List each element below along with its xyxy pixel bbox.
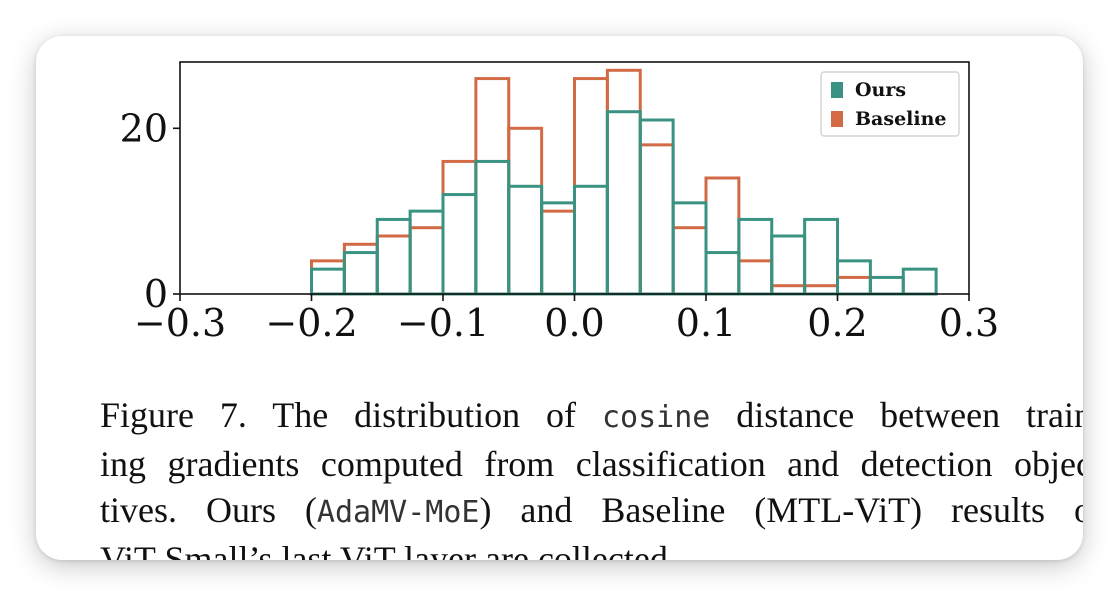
bar-baseline xyxy=(704,176,741,296)
legend-swatch-ours xyxy=(831,82,843,98)
x-tick-label: −0.3 xyxy=(134,301,226,345)
bar-ours xyxy=(474,159,511,296)
caption-line-4: ViT-Small’s last ViT layer are collected… xyxy=(100,539,677,560)
bar-ours xyxy=(803,217,839,296)
bar-baseline xyxy=(540,209,576,296)
bar-ours xyxy=(737,217,774,296)
caption-text: ) and Baseline (MTL-ViT) results of xyxy=(479,490,1083,530)
y-tick-label: 0 xyxy=(144,272,168,316)
x-tick-label: 0.0 xyxy=(544,301,604,345)
bar-ours xyxy=(441,193,478,296)
bar-baseline xyxy=(474,77,511,296)
y-tick-label: 20 xyxy=(120,106,168,150)
caption-text: tives. Ours ( xyxy=(100,490,317,530)
bar-ours xyxy=(605,110,642,296)
caption-line-2: ing gradients computed from classificati… xyxy=(100,444,1083,484)
bar-baseline xyxy=(671,226,708,296)
x-tick-label: −0.2 xyxy=(265,301,357,345)
bar-baseline xyxy=(638,143,675,296)
bar-baseline xyxy=(737,259,774,296)
bar-baseline xyxy=(375,234,412,296)
histogram-chart: −0.3 −0.2 −0.1 0.0 0.1 0.2 0.3 0 20 Ours Baseline xyxy=(120,61,999,345)
bar-ours xyxy=(573,184,609,296)
caption-code: AdaMV-MoE xyxy=(316,495,480,530)
legend-label-baseline: Baseline xyxy=(855,108,947,130)
x-tick-label: 0.2 xyxy=(807,301,867,345)
bar-ours xyxy=(868,275,905,296)
legend-label-ours: Ours xyxy=(855,79,906,101)
bar-baseline xyxy=(441,159,478,296)
caption-text: Figure 7. The distribution of xyxy=(100,395,602,435)
caption-line-3: tives. Ours (AdaMV-MoE) and Baseline (MT… xyxy=(100,487,1083,536)
bar-ours xyxy=(408,209,445,296)
bar-baseline xyxy=(507,126,544,296)
figure-caption: Figure 7. The distribution of cosine dis… xyxy=(100,392,1083,560)
bar-ours xyxy=(671,201,708,296)
bar-ours xyxy=(704,251,741,296)
figure-card: −0.3 −0.2 −0.1 0.0 0.1 0.2 0.3 0 20 Ours Baseline … xyxy=(36,36,1083,560)
bar-ours xyxy=(310,267,346,296)
bar-ours xyxy=(375,217,412,296)
legend-swatch-baseline xyxy=(831,111,843,127)
legend-box xyxy=(820,71,960,137)
caption-code: cosine xyxy=(601,400,711,435)
bar-ours xyxy=(901,267,938,296)
caption-text: distance between train- xyxy=(710,395,1083,435)
bar-baseline xyxy=(605,68,642,296)
bar-baseline xyxy=(408,226,445,296)
bar-ours xyxy=(342,251,379,296)
bar-ours xyxy=(540,201,576,296)
bar-baseline xyxy=(310,259,346,296)
bar-baseline xyxy=(836,275,872,296)
caption-line-1: Figure 7. The distribution of cosine dis… xyxy=(100,392,1083,441)
x-tick-label: 0.3 xyxy=(939,301,999,345)
x-tick-label: 0.1 xyxy=(676,301,736,345)
x-tick-label: −0.1 xyxy=(397,301,489,345)
bar-ours xyxy=(507,184,544,296)
